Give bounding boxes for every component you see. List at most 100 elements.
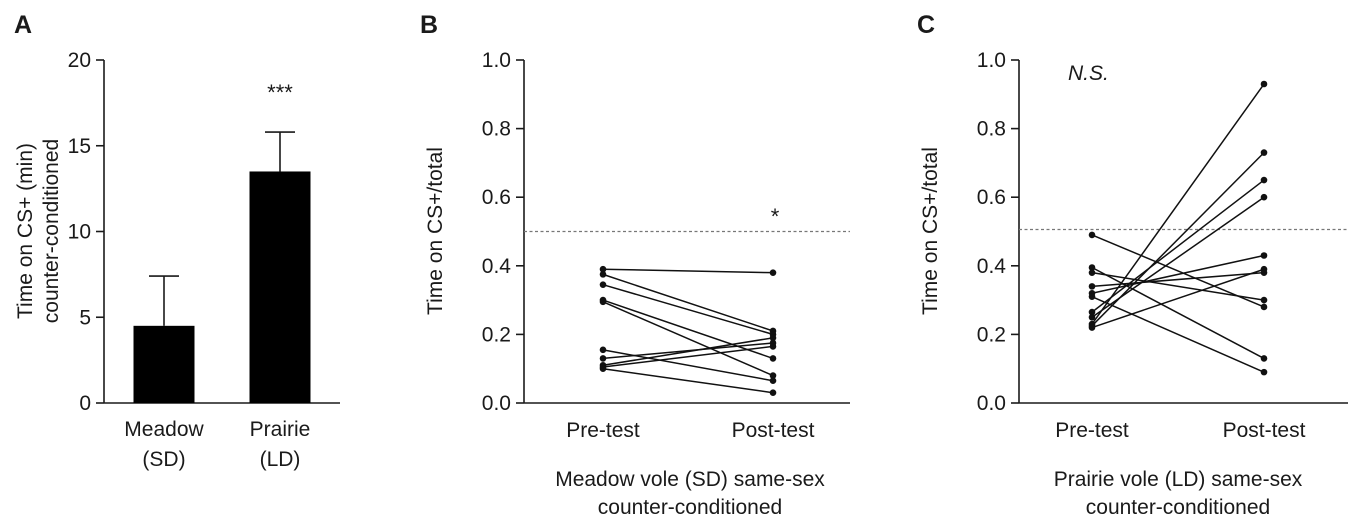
bar	[133, 325, 195, 403]
panel-c-y-tick-label: 0.4	[977, 255, 1007, 278]
panel-b-x-label-line2: counter-conditioned	[598, 496, 782, 519]
data-point	[769, 355, 777, 362]
series-line	[1091, 266, 1265, 360]
series-line	[602, 337, 774, 367]
panel-c-x-label-line2: counter-conditioned	[1086, 496, 1270, 519]
data-point	[1088, 293, 1096, 300]
panel-b-y-tick-label: 0.8	[482, 118, 511, 141]
panel-b-letter: B	[420, 11, 438, 39]
panel-a-x-tick-0-line2: (SD)	[142, 448, 185, 471]
panel-a-x-tick-0-line1: Meadow	[124, 418, 204, 441]
data-point	[769, 377, 777, 385]
series-line	[602, 345, 774, 368]
panel-b-x-tick-pre: Pre-test	[566, 419, 640, 442]
data-point	[1260, 303, 1268, 311]
panel-c-y-tick-label: 1.0	[977, 49, 1006, 72]
series-line	[1091, 179, 1265, 313]
panel-b-significance: *	[771, 204, 780, 229]
panel-c-y-tick-label: 0.6	[977, 186, 1006, 209]
panel-c-y-label: Time on CS+/total	[919, 147, 942, 315]
panel-c: C 0.0 0.2 0.4 0.6 0.8 1.0 N.S. Pre-test Post-…	[917, 11, 1348, 519]
panel-a-bars: ***	[133, 80, 311, 403]
data-point	[1260, 80, 1268, 88]
panel-b-x-label-line1: Meadow vole (SD) same-sex	[555, 468, 825, 491]
series-line	[1091, 254, 1265, 294]
series-line	[602, 299, 774, 360]
series-line	[1091, 271, 1265, 301]
series-line	[602, 349, 774, 382]
panel-b-y-ticks: 0.0 0.2 0.4 0.6 0.8 1.0	[482, 49, 524, 415]
panel-a-letter: A	[14, 11, 32, 39]
panel-c-significance: N.S.	[1068, 62, 1109, 85]
data-point	[769, 372, 777, 379]
series-line	[1091, 268, 1265, 329]
bar	[249, 171, 311, 403]
series-line	[1091, 295, 1265, 373]
panel-c-y-tick-label: 0.2	[977, 323, 1006, 346]
panel-c-y-ticks: 0.0 0.2 0.4 0.6 0.8 1.0	[977, 49, 1019, 415]
data-point	[1260, 368, 1268, 376]
data-point	[1260, 252, 1268, 259]
series-line	[602, 367, 774, 394]
panel-b-y-tick-label: 0.0	[482, 392, 511, 415]
data-point	[1260, 176, 1268, 184]
data-point	[599, 298, 607, 306]
data-point	[769, 389, 777, 397]
panel-b-y-tick-label: 1.0	[482, 49, 511, 72]
series-line	[602, 342, 774, 360]
panel-b-series	[599, 265, 777, 397]
series-line	[602, 283, 774, 336]
panel-b-x-tick-post: Post-test	[732, 419, 815, 442]
data-point	[599, 281, 607, 288]
panel-b-y-tick-label: 0.6	[482, 186, 511, 209]
panel-c-x-label-line1: Prairie vole (LD) same-sex	[1054, 468, 1303, 491]
data-point	[1088, 313, 1096, 321]
panel-a-y-tick-label: 5	[79, 306, 91, 329]
panel-a-y-tick-label: 15	[68, 135, 91, 158]
panel-a-x-tick-1-line1: Prairie	[250, 418, 311, 441]
panel-c-x-tick-pre: Pre-test	[1055, 419, 1129, 442]
data-point	[599, 265, 607, 273]
series-line	[602, 268, 774, 274]
panel-a-y-tick-label: 0	[79, 392, 91, 415]
panel-b: B 0.0 0.2 0.4 0.6 0.8 1.0 * Pre-test Post-tes…	[420, 11, 850, 519]
panel-c-letter: C	[917, 11, 935, 39]
data-point	[1260, 265, 1268, 273]
panel-b-y-label: Time on CS+/total	[424, 147, 447, 315]
data-point	[1088, 264, 1096, 271]
data-point	[1088, 308, 1096, 316]
series-line	[602, 273, 774, 332]
data-point	[599, 346, 607, 354]
panel-b-y-tick-label: 0.4	[482, 255, 512, 278]
data-point	[599, 271, 607, 278]
data-point	[599, 365, 607, 373]
panel-c-series	[1088, 80, 1268, 376]
panel-c-y-tick-label: 0.0	[977, 392, 1006, 415]
panel-a-y-label-line2: counter-conditioned	[40, 139, 63, 323]
panel-a-y-tick-label: 10	[68, 221, 91, 244]
data-point	[1260, 193, 1268, 201]
panel-a-x-tick-1-line2: (LD)	[260, 448, 301, 471]
panel-b-y-tick-label: 0.2	[482, 323, 511, 346]
data-point	[1088, 231, 1096, 239]
panel-a-y-label-line1: Time on CS+ (min)	[14, 143, 37, 319]
panel-a-y-tick-label: 20	[68, 49, 91, 72]
panel-c-y-tick-label: 0.8	[977, 118, 1006, 141]
data-point	[1260, 296, 1268, 304]
data-point	[1088, 324, 1096, 331]
data-point	[769, 269, 777, 276]
data-point	[599, 355, 607, 362]
data-point	[769, 343, 777, 350]
panel-c-x-tick-post: Post-test	[1223, 419, 1306, 442]
series-line	[1091, 152, 1265, 327]
data-point	[1088, 283, 1096, 290]
panel-a-y-ticks: 0 5 10 15 20	[68, 49, 104, 415]
data-point	[769, 334, 777, 342]
data-point	[1260, 355, 1268, 362]
data-point	[1088, 269, 1096, 276]
series-line	[1091, 83, 1265, 325]
series-line	[602, 301, 774, 377]
data-point	[1260, 149, 1268, 156]
